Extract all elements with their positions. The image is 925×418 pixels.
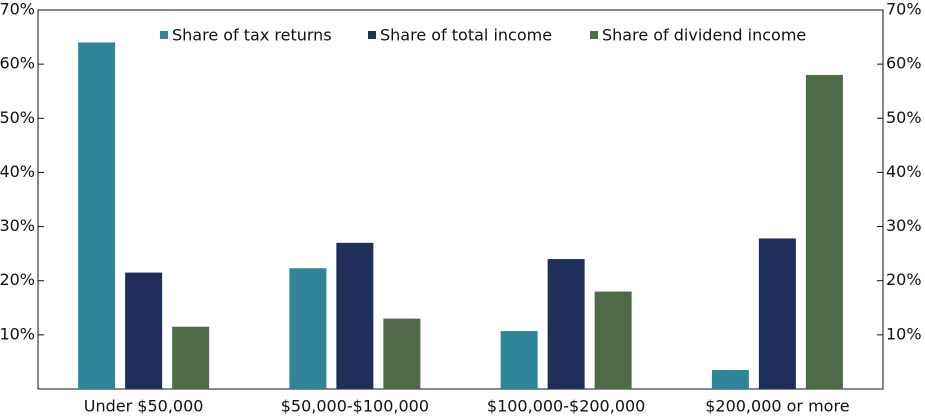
y2-tick-label: 70% <box>886 0 922 19</box>
legend-label: Share of total income <box>380 26 552 45</box>
y2-tick-label: 20% <box>886 270 922 289</box>
legend-swatch <box>590 31 598 39</box>
bar <box>758 238 796 389</box>
x-tick-label: $200,000 or more <box>705 397 849 416</box>
y-tick-label: 10% <box>0 324 35 343</box>
bar <box>289 268 327 389</box>
y-tick-label: 20% <box>0 270 35 289</box>
legend-label: Share of dividend income <box>602 26 806 45</box>
bar <box>594 291 632 389</box>
y-tick-label: 40% <box>0 162 35 181</box>
x-tick-label: $50,000-$100,000 <box>281 397 429 416</box>
bar <box>711 370 749 389</box>
bar <box>125 272 163 389</box>
y-tick-label: 70% <box>0 0 35 19</box>
y2-tick-label: 40% <box>886 162 922 181</box>
bar <box>78 42 116 389</box>
y-tick-label: 50% <box>0 108 35 127</box>
x-tick-label: Under $50,000 <box>84 397 204 416</box>
plot-frame <box>37 9 884 390</box>
bar <box>172 326 210 389</box>
bar <box>547 259 585 389</box>
legend-swatch <box>160 31 168 39</box>
bar <box>805 74 843 389</box>
legend-label: Share of tax returns <box>172 26 332 45</box>
y2-tick-label: 60% <box>886 54 922 73</box>
y2-tick-label: 30% <box>886 216 922 235</box>
y2-tick-label: 50% <box>886 108 922 127</box>
bar <box>336 242 374 389</box>
legend-swatch <box>368 31 376 39</box>
x-tick-label: $100,000-$200,000 <box>487 397 645 416</box>
y2-tick-label: 10% <box>886 324 922 343</box>
bar <box>500 331 538 389</box>
y-tick-label: 30% <box>0 216 35 235</box>
y-tick-label: 60% <box>0 54 35 73</box>
bar <box>383 318 421 389</box>
